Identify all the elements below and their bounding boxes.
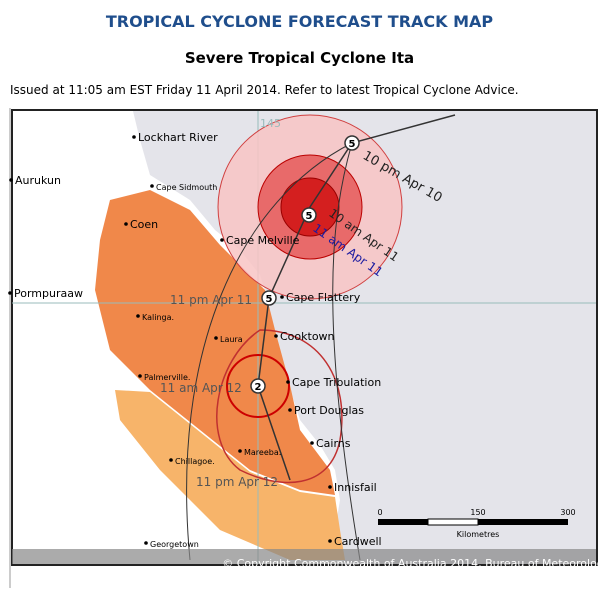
place-dot [310,441,314,445]
place-dot [136,314,140,318]
place-dot [220,238,224,242]
warning-zone [95,190,335,495]
place-label: Cardwell [334,535,382,548]
place-dot [150,184,154,188]
place-label: Laura [220,335,243,344]
place-label: Pormpuraaw [14,287,83,300]
copyright: © Copyright Commonwealth of Australia 20… [222,557,599,570]
scale-unit: Kilometres [457,530,500,539]
place-label: Coen [130,218,158,231]
place-label: Kalinga. [142,313,174,322]
place-dot [214,336,218,340]
place-dot [8,291,12,295]
place-label: Palmerville. [144,373,190,382]
place-dot [328,485,332,489]
place-dot [286,380,290,384]
place-label: Port Douglas [294,404,364,417]
place-dot [328,539,332,543]
uncertainty-area [216,329,343,484]
scale-bar [478,519,568,525]
place-dot [169,458,173,462]
place-dot [288,408,292,412]
issued-note: Issued at 11:05 am EST Friday 11 April 2… [10,83,519,97]
scale-bar [378,519,428,525]
place-label: Cooktown [280,330,335,343]
scale-tick: 0 [377,508,382,517]
place-label: Innisfail [334,481,377,494]
place-dot [124,222,128,226]
track-envelope [332,142,361,561]
track-label: 11 am Apr 12 [160,381,242,395]
place-label: Aurukun [15,174,61,187]
scale-tick: 150 [470,508,485,517]
place-label: Georgetown [150,540,199,549]
grid-label: 145 [260,117,281,130]
place-label: Cairns [316,437,351,450]
title: TROPICAL CYCLONE FORECAST TRACK MAP [105,12,494,31]
copyright-band [12,549,596,564]
subtitle: Severe Tropical Cyclone Ita [184,49,415,67]
place-dot [274,334,278,338]
intensity-number: 5 [266,294,273,305]
intensity-number: 2 [255,382,262,393]
track-label: 11 pm Apr 12 [196,475,278,489]
intensity-marker [344,135,360,151]
scale-bar [427,518,479,526]
intensity-marker [301,207,317,223]
place-dot [238,449,242,453]
place-label: Cape Tribulation [292,376,381,389]
gale-radius [226,354,290,418]
place-dot [280,295,284,299]
place-label: Cape Sidmouth [156,183,217,192]
place-label: Lockhart River [138,131,218,144]
place-label: Cape Melville [226,234,300,247]
track-line [257,114,456,481]
scale-tick: 300 [560,508,575,517]
track-envelope [186,142,353,561]
place-label: Chillagoe. [175,457,215,466]
intensity-number: 5 [349,139,356,150]
place-dot [9,178,13,182]
place-dot [138,374,142,378]
track-label: 11 pm Apr 11 [170,293,252,307]
intensity-number: 5 [306,211,313,222]
place-dot [144,541,148,545]
watch-zone [115,390,345,560]
place-label: Mareeba. [244,448,281,457]
intensity-marker [250,378,266,394]
intensity-marker [261,290,277,306]
place-dot [132,135,136,139]
place-label: Cape Flattery [286,291,361,304]
